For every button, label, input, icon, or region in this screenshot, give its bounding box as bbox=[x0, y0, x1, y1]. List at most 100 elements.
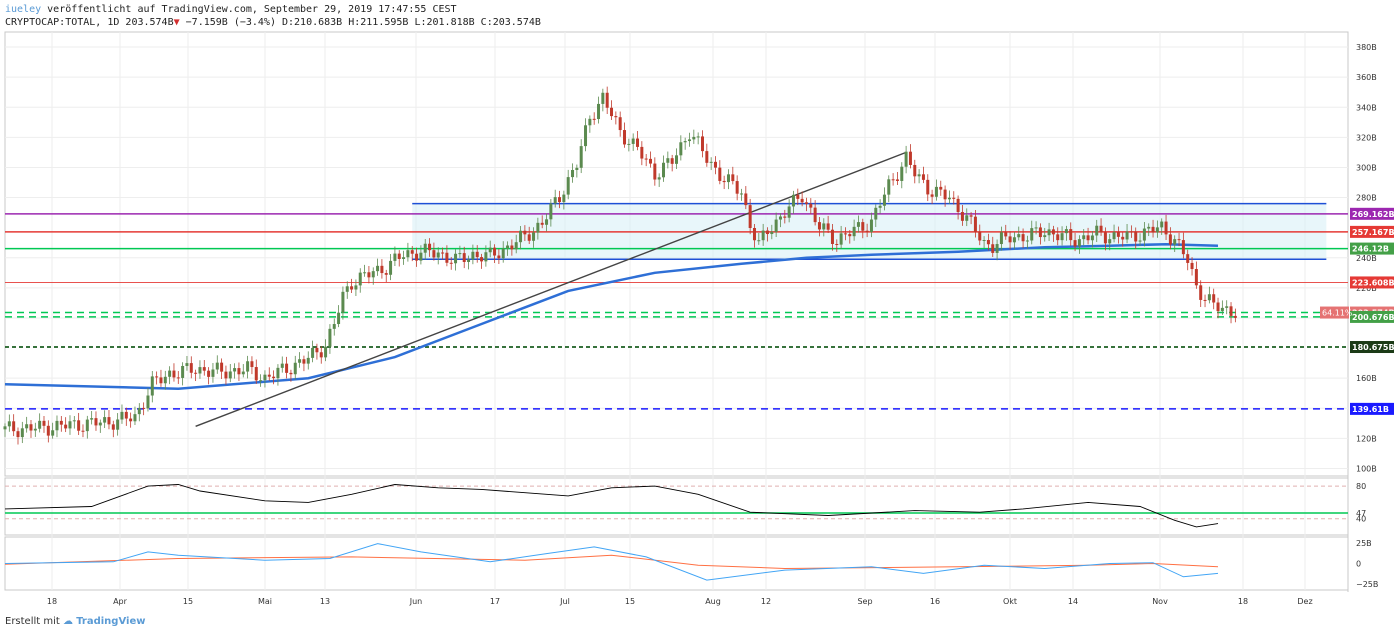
x-tick-label: 17 bbox=[490, 597, 500, 606]
candle-body bbox=[761, 230, 765, 241]
symbol-label: CRYPTOCAP:TOTAL, 1D bbox=[5, 17, 120, 28]
candle-body bbox=[783, 216, 787, 218]
candle-body bbox=[843, 233, 847, 235]
candle-body bbox=[904, 151, 908, 167]
candle-body bbox=[133, 414, 137, 422]
candle-body bbox=[432, 250, 436, 258]
candle-body bbox=[224, 371, 228, 379]
candle-body bbox=[298, 359, 302, 363]
candle-body bbox=[107, 417, 111, 425]
x-tick-label: 12 bbox=[761, 597, 771, 606]
candle-body bbox=[289, 372, 293, 375]
candle-body bbox=[527, 234, 531, 241]
candle-body bbox=[38, 420, 42, 429]
candle-body bbox=[441, 252, 445, 254]
candle-body bbox=[887, 179, 891, 195]
candle-body bbox=[276, 367, 280, 379]
candle-body bbox=[16, 431, 20, 438]
candle-body bbox=[198, 367, 202, 374]
candle-body bbox=[800, 198, 804, 203]
y-tick-label: 360B bbox=[1356, 73, 1377, 82]
candle-body bbox=[267, 374, 271, 377]
candle-body bbox=[1056, 234, 1060, 241]
candle-body bbox=[735, 181, 739, 194]
candle-body bbox=[982, 239, 986, 241]
price-label-box bbox=[1350, 225, 1394, 238]
candle-body bbox=[272, 376, 276, 379]
x-tick-label: Sep bbox=[857, 597, 872, 606]
rsi-level-label: 47 bbox=[1356, 509, 1366, 518]
candle-body bbox=[1064, 229, 1068, 234]
candle-body bbox=[670, 158, 674, 164]
candle-body bbox=[1077, 239, 1081, 247]
osc-tick-label: −25B bbox=[1356, 580, 1378, 589]
candle-body bbox=[1030, 228, 1034, 241]
candle-body bbox=[510, 245, 514, 250]
author-name[interactable]: iueley bbox=[5, 4, 42, 15]
price-label: 139.61B bbox=[1352, 405, 1389, 414]
candle-body bbox=[739, 193, 743, 195]
candle-body bbox=[549, 203, 553, 220]
candle-body bbox=[293, 362, 297, 375]
candle-body bbox=[51, 430, 55, 436]
candle-body bbox=[29, 424, 33, 431]
candle-body bbox=[7, 421, 11, 427]
candle-body bbox=[428, 243, 432, 251]
candle-body bbox=[254, 367, 258, 381]
candle-body bbox=[973, 216, 977, 232]
candle-body bbox=[33, 428, 37, 431]
candle-body bbox=[687, 139, 691, 142]
candle-body bbox=[696, 136, 700, 138]
candle-body bbox=[597, 103, 601, 120]
candle-body bbox=[605, 92, 609, 108]
candle-body bbox=[159, 377, 163, 384]
candle-body bbox=[926, 179, 930, 195]
x-tick-label: 14 bbox=[1068, 597, 1078, 606]
candle-body bbox=[757, 240, 761, 242]
candle-body bbox=[809, 203, 813, 208]
candle-body bbox=[839, 233, 843, 245]
candle-body bbox=[882, 194, 886, 206]
candle-body bbox=[371, 271, 375, 278]
candle-body bbox=[731, 174, 735, 182]
candle-body bbox=[579, 146, 583, 168]
candle-body bbox=[804, 202, 808, 204]
candle-body bbox=[532, 232, 536, 241]
x-tick-label: Jun bbox=[409, 597, 423, 606]
candle-body bbox=[280, 363, 284, 368]
candle-body bbox=[1233, 315, 1237, 318]
candle-body bbox=[921, 174, 925, 180]
price-label-box bbox=[1350, 310, 1394, 323]
footer: Erstellt mit ☁ TradingView bbox=[5, 616, 145, 627]
candle-body bbox=[332, 324, 336, 329]
candle-body bbox=[445, 252, 449, 263]
candle-body bbox=[285, 363, 289, 373]
candle-body bbox=[692, 136, 696, 140]
candle-body bbox=[713, 161, 717, 168]
candle-body bbox=[462, 253, 466, 262]
x-tick-label: Okt bbox=[1003, 597, 1017, 606]
candle-body bbox=[1090, 235, 1094, 241]
candle-body bbox=[350, 286, 354, 290]
candle-body bbox=[397, 253, 401, 259]
candle-body bbox=[1225, 306, 1229, 308]
tradingview-brand[interactable]: TradingView bbox=[76, 616, 146, 627]
candle-body bbox=[592, 118, 596, 120]
candle-body bbox=[150, 376, 154, 396]
candle-body bbox=[830, 229, 834, 245]
candle-body bbox=[237, 368, 241, 375]
candle-body bbox=[571, 169, 575, 178]
candle-body bbox=[874, 207, 878, 220]
candle-body bbox=[324, 346, 328, 358]
candle-body bbox=[454, 253, 458, 264]
candle-body bbox=[410, 250, 414, 254]
y-tick-label: 120B bbox=[1356, 434, 1377, 443]
candle-body bbox=[1138, 240, 1142, 242]
rsi-line bbox=[4, 484, 1219, 528]
candle-body bbox=[523, 230, 527, 235]
candle-body bbox=[519, 230, 523, 243]
candle-body bbox=[506, 245, 510, 249]
candle-body bbox=[1168, 234, 1172, 245]
tradingview-logo-icon: ☁ bbox=[63, 616, 73, 627]
